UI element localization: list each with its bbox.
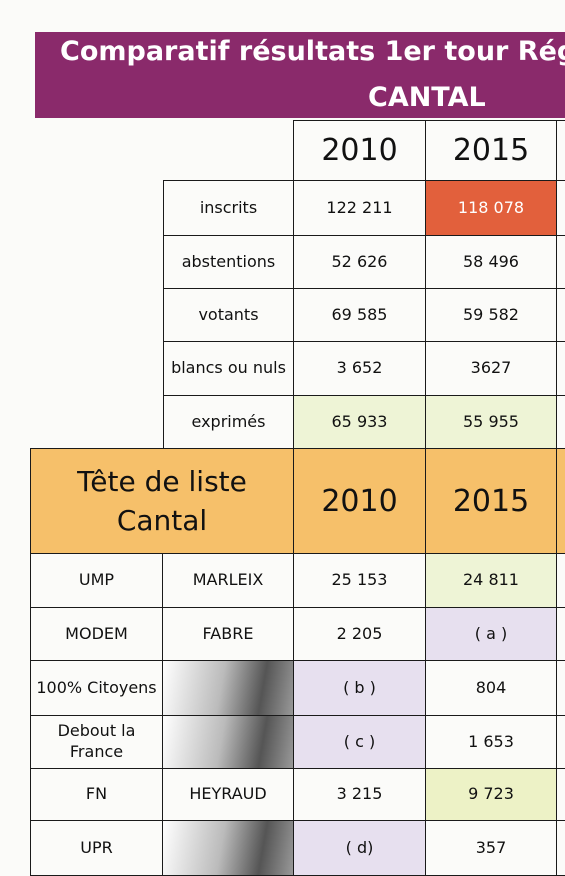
candidate: MARLEIX xyxy=(162,553,294,608)
candidate: FABRE xyxy=(162,607,294,661)
party: FN xyxy=(30,768,163,821)
heading-line: Cantal xyxy=(116,504,208,537)
column-header: 2015 xyxy=(425,120,557,181)
value-cell: 55 955 xyxy=(425,395,557,449)
party: MODEM xyxy=(30,607,163,661)
value-cell: ( c ) xyxy=(293,715,426,769)
value-cell: 25 153 xyxy=(293,553,426,608)
row-label: inscrits xyxy=(163,180,294,236)
column-header: 2010 xyxy=(293,448,426,554)
value-cell: 24 811 xyxy=(425,553,557,608)
party: Debout la France xyxy=(30,715,163,769)
value-cell: 59 582 xyxy=(425,288,557,342)
cell xyxy=(556,768,565,821)
candidate: HEYRAUD xyxy=(162,768,294,821)
value-cell: 3 652 xyxy=(293,341,426,396)
value-cell: 3627 xyxy=(425,341,557,396)
cell xyxy=(556,820,565,876)
candidate xyxy=(162,820,294,876)
page: Comparatif résultats 1er tour Rég CANTAL… xyxy=(30,32,565,876)
cell xyxy=(556,180,565,236)
value-cell: 58 496 xyxy=(425,235,557,289)
cell xyxy=(556,660,565,716)
value-cell: 118 078 xyxy=(425,180,557,236)
candidate xyxy=(162,660,294,716)
subtitle: CANTAL xyxy=(368,82,486,113)
value-cell: 9 723 xyxy=(425,768,557,821)
value-cell: ( d) xyxy=(293,820,426,876)
cell xyxy=(556,448,565,554)
party: 100% Citoyens xyxy=(30,660,163,716)
cell xyxy=(556,341,565,396)
value-cell: ( a ) xyxy=(425,607,557,661)
cell xyxy=(556,395,565,449)
value-cell: 1 653 xyxy=(425,715,557,769)
row-label: exprimés xyxy=(163,395,294,449)
cell xyxy=(556,553,565,608)
value-cell: 804 xyxy=(425,660,557,716)
row-label: votants xyxy=(163,288,294,342)
column-header: 2015 xyxy=(425,448,557,554)
value-cell: 2 205 xyxy=(293,607,426,661)
value-cell: 69 585 xyxy=(293,288,426,342)
candidate xyxy=(162,715,294,769)
value-cell: 52 626 xyxy=(293,235,426,289)
column-header: 2010 xyxy=(293,120,426,181)
cell xyxy=(556,120,565,181)
cell xyxy=(556,715,565,769)
row-label: blancs ou nuls xyxy=(163,341,294,396)
value-cell: 357 xyxy=(425,820,557,876)
cell xyxy=(556,235,565,289)
heading-cell: Tête de liste Cantal xyxy=(30,448,294,554)
cell xyxy=(556,607,565,661)
party: UMP xyxy=(30,553,163,608)
value-cell: 122 211 xyxy=(293,180,426,236)
title: Comparatif résultats 1er tour Rég xyxy=(60,36,565,67)
title-band xyxy=(35,32,565,118)
value-cell: 65 933 xyxy=(293,395,426,449)
cell xyxy=(556,288,565,342)
heading-line: Tête de liste xyxy=(77,464,247,498)
value-cell: 3 215 xyxy=(293,768,426,821)
party: UPR xyxy=(30,820,163,876)
value-cell: ( b ) xyxy=(293,660,426,716)
row-label: abstentions xyxy=(163,235,294,289)
